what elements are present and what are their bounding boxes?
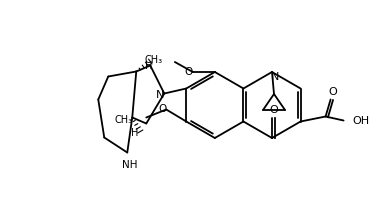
Text: H: H — [131, 128, 138, 138]
Text: O: O — [185, 67, 193, 77]
Text: O: O — [328, 86, 337, 97]
Text: OH: OH — [353, 116, 370, 125]
Text: O: O — [158, 103, 166, 114]
Text: H: H — [145, 61, 152, 70]
Text: N: N — [271, 72, 279, 82]
Text: CH₃: CH₃ — [114, 114, 132, 125]
Text: O: O — [270, 105, 278, 115]
Text: NH: NH — [121, 160, 137, 169]
Text: N: N — [156, 90, 165, 99]
Text: CH₃: CH₃ — [145, 55, 163, 65]
